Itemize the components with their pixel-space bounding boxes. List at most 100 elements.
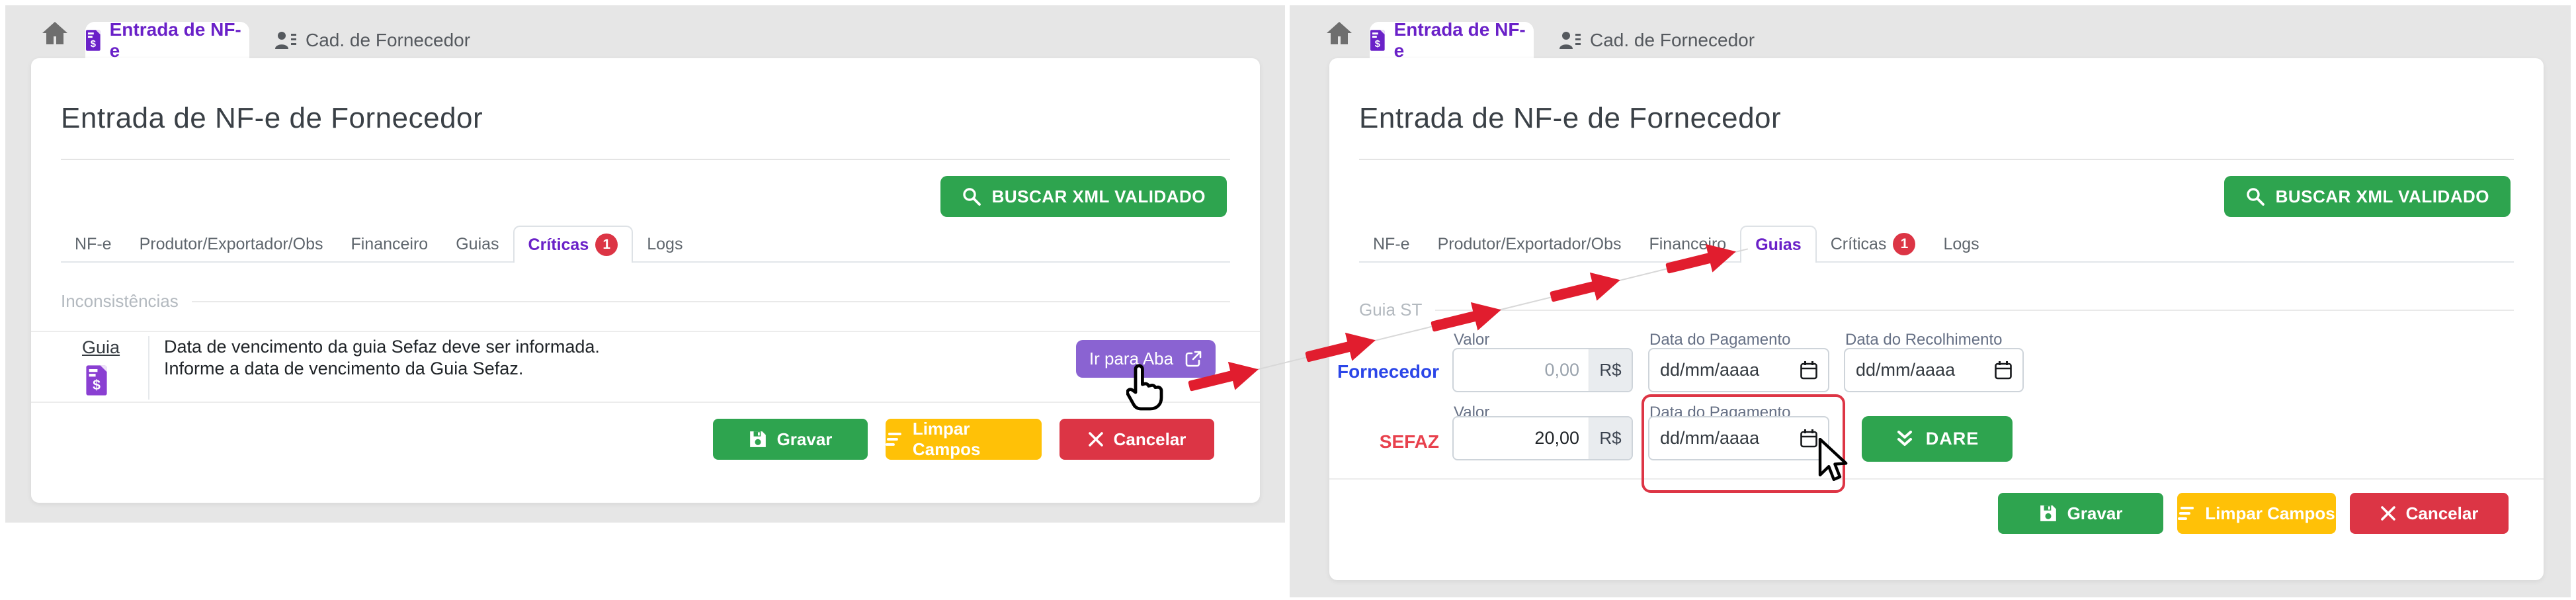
page-title: Entrada de NF-e de Fornecedor bbox=[1359, 102, 1782, 134]
data-recolhimento-label: Data do Recolhimento bbox=[1845, 331, 2003, 349]
tab-nfe[interactable]: NF-e bbox=[1359, 227, 1424, 261]
cancelar-button[interactable]: Cancelar bbox=[1059, 419, 1214, 460]
x-icon bbox=[2380, 506, 2395, 521]
tab-produtor-exportador-obs[interactable]: Produtor/Exportador/Obs bbox=[126, 227, 337, 261]
issue-divider bbox=[148, 336, 149, 400]
date-placeholder: dd/mm/aaaa bbox=[1660, 428, 1760, 448]
valor-label: Valor bbox=[1454, 331, 1490, 349]
tab-nfe[interactable]: NF-e bbox=[61, 227, 126, 261]
top-tab-label: Entrada de NF-e bbox=[1393, 19, 1526, 61]
sefaz-valor-group: Valor 20,00 R$ bbox=[1452, 402, 1633, 468]
top-tab-cad-fornecedor[interactable]: Cad. de Fornecedor bbox=[1544, 22, 1769, 58]
save-icon bbox=[749, 431, 766, 447]
section-inconsistencias: Inconsistências bbox=[61, 291, 1230, 312]
issue-category-link[interactable]: Guia bbox=[82, 337, 120, 357]
page-title: Entrada de NF-e de Fornecedor bbox=[61, 102, 483, 134]
sefaz-pagamento-input[interactable]: dd/mm/aaaa bbox=[1648, 416, 1829, 460]
fornecedor-pagamento-input[interactable]: dd/mm/aaaa bbox=[1648, 348, 1829, 392]
cancelar-label: Cancelar bbox=[1113, 429, 1186, 449]
top-tab-label: Cad. de Fornecedor bbox=[1590, 29, 1755, 50]
tab-logs[interactable]: Logs bbox=[1929, 227, 1993, 261]
legend-divider bbox=[1435, 309, 2514, 311]
dare-button[interactable]: DARE bbox=[1862, 416, 2013, 462]
valor-value: 0,00 bbox=[1544, 360, 1579, 380]
data-pagamento-label: Data do Pagamento bbox=[1649, 331, 1791, 349]
limpar-campos-button[interactable]: Limpar Campos bbox=[2177, 493, 2336, 534]
gravar-button[interactable]: Gravar bbox=[713, 419, 868, 460]
tab-label: Produtor/Exportador/Obs bbox=[139, 234, 323, 253]
top-tab-cad-fornecedor[interactable]: Cad. de Fornecedor bbox=[260, 22, 485, 58]
ir-para-aba-button[interactable]: Ir para Aba bbox=[1076, 340, 1216, 378]
tab-label: Críticas bbox=[528, 235, 589, 254]
footer-actions: Gravar Limpar Campos Cancelar bbox=[713, 419, 1214, 460]
tab-label: Financeiro bbox=[351, 234, 429, 253]
tab-label: Logs bbox=[1943, 234, 1979, 253]
footer-divider bbox=[1329, 478, 2544, 480]
fornecedor-valor-input[interactable]: 0,00 R$ bbox=[1452, 348, 1633, 392]
top-tab-entrada-nfe[interactable]: $ Entrada de NF-e bbox=[1370, 19, 1534, 61]
svg-text:$: $ bbox=[93, 377, 101, 393]
title-divider bbox=[1359, 159, 2514, 160]
tab-logs[interactable]: Logs bbox=[633, 227, 696, 261]
nfe-card-guias: Entrada de NF-e de Fornecedor BUSCAR XML… bbox=[1329, 58, 2544, 580]
tab-guias[interactable]: Guias bbox=[442, 227, 513, 261]
sefaz-pagamento-group: Data do Pagamento dd/mm/aaaa bbox=[1648, 402, 1829, 468]
external-link-icon bbox=[1185, 351, 1202, 366]
fornecedor-recolhimento-input[interactable]: dd/mm/aaaa bbox=[1844, 348, 2024, 392]
tab-label: Financeiro bbox=[1649, 234, 1727, 253]
tab-label: Críticas bbox=[1830, 234, 1887, 253]
cancelar-label: Cancelar bbox=[2405, 503, 2479, 523]
criticas-count-badge: 1 bbox=[1893, 233, 1916, 255]
tab-label: Logs bbox=[647, 234, 683, 253]
issue-message: Data de vencimento da guia Sefaz deve se… bbox=[164, 336, 600, 380]
search-icon bbox=[962, 188, 981, 206]
dare-label: DARE bbox=[1925, 429, 1979, 449]
screenshot-left: $ Entrada de NF-e Cad. de Fornecedor Ent… bbox=[5, 5, 1285, 523]
cancelar-button[interactable]: Cancelar bbox=[2350, 493, 2509, 534]
title-divider bbox=[61, 159, 1230, 160]
top-tab-bar: $ Entrada de NF-e Cad. de Fornecedor bbox=[5, 5, 1285, 61]
limpar-campos-button[interactable]: Limpar Campos bbox=[886, 419, 1042, 460]
limpar-campos-label: Limpar Campos bbox=[912, 419, 981, 459]
tab-financeiro[interactable]: Financeiro bbox=[337, 227, 442, 261]
section-guia-st: Guia ST bbox=[1359, 300, 2514, 320]
date-placeholder: dd/mm/aaaa bbox=[1660, 360, 1760, 380]
clear-lines-icon bbox=[2178, 507, 2194, 520]
sefaz-row-label: SEFAZ bbox=[1379, 431, 1439, 452]
gravar-label: Gravar bbox=[2067, 503, 2123, 523]
home-button[interactable] bbox=[40, 19, 70, 47]
tab-criticas[interactable]: Críticas 1 bbox=[1817, 227, 1930, 261]
gravar-button[interactable]: Gravar bbox=[1998, 493, 2163, 534]
fornecedor-pagamento-group: Data do Pagamento dd/mm/aaaa bbox=[1648, 329, 1829, 396]
limpar-campos-label: Limpar Campos bbox=[2205, 503, 2335, 523]
tab-label: Produtor/Exportador/Obs bbox=[1437, 234, 1622, 253]
section-legend-label: Guia ST bbox=[1359, 300, 1423, 320]
tab-criticas[interactable]: Críticas 1 bbox=[513, 226, 634, 263]
top-tab-entrada-nfe[interactable]: $ Entrada de NF-e bbox=[85, 19, 249, 61]
fornecedor-recolhimento-group: Data do Recolhimento dd/mm/aaaa bbox=[1844, 329, 2024, 396]
calendar-icon bbox=[1995, 361, 2012, 379]
invoice-icon: $ bbox=[1370, 29, 1385, 51]
home-icon bbox=[42, 22, 67, 44]
screenshot-right: $ Entrada de NF-e Cad. de Fornecedor Ent… bbox=[1290, 5, 2571, 597]
currency-suffix: R$ bbox=[1589, 349, 1632, 391]
buscar-xml-button[interactable]: BUSCAR XML VALIDADO bbox=[940, 176, 1227, 217]
svg-text:$: $ bbox=[91, 38, 96, 49]
form-tabs: NF-e Produtor/Exportador/Obs Financeiro … bbox=[1359, 226, 2514, 263]
tab-guias[interactable]: Guias bbox=[1740, 226, 1817, 263]
tab-label: Guias bbox=[1755, 235, 1802, 254]
calendar-icon bbox=[1800, 361, 1817, 379]
issue-message-line1: Data de vencimento da guia Sefaz deve se… bbox=[164, 337, 600, 357]
double-chevron-down-icon bbox=[1897, 430, 1912, 446]
tab-financeiro[interactable]: Financeiro bbox=[1635, 227, 1740, 261]
home-button[interactable] bbox=[1324, 19, 1354, 47]
tab-produtor-exportador-obs[interactable]: Produtor/Exportador/Obs bbox=[1424, 227, 1636, 261]
home-icon bbox=[1327, 22, 1352, 44]
supplier-icon bbox=[275, 31, 296, 49]
save-icon bbox=[2040, 505, 2056, 521]
top-tab-bar: $ Entrada de NF-e Cad. de Fornecedor bbox=[1290, 5, 2571, 61]
sefaz-valor-input[interactable]: 20,00 R$ bbox=[1452, 416, 1633, 460]
buscar-xml-label: BUSCAR XML VALIDADO bbox=[991, 186, 1206, 206]
buscar-xml-button[interactable]: BUSCAR XML VALIDADO bbox=[2223, 176, 2511, 217]
fornecedor-row-label: Fornecedor bbox=[1337, 361, 1439, 382]
